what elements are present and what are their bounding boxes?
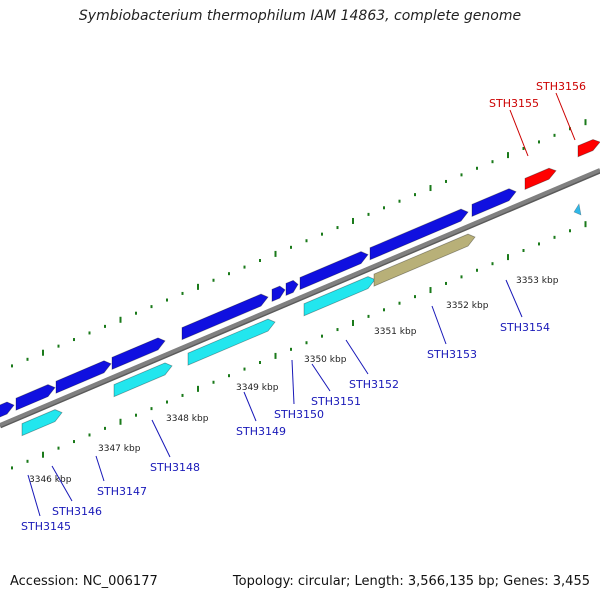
gene-leader-line: [431, 305, 447, 345]
axis-tick-label: 3350 kbp: [304, 355, 347, 365]
gene-leader-line: [291, 359, 295, 405]
gene-leader-line: [95, 455, 105, 482]
forward-gene-arrow-9: [369, 208, 469, 261]
gene-label: STH3146: [52, 505, 102, 518]
reverse-gene-arrow-2: [577, 139, 600, 158]
forward-gene-arrow-8: [299, 251, 369, 291]
gene-label: STH3148: [150, 461, 200, 474]
cds-feature-3: [187, 318, 276, 366]
gene-leader-line: [509, 109, 529, 157]
cds-feature-2: [113, 362, 173, 398]
gene-label: STH3151: [311, 395, 361, 408]
forward-gene-arrow-2: [15, 384, 56, 411]
gene-label: STH3152: [349, 378, 399, 391]
axis-tick-label: 3346 kbp: [29, 475, 72, 485]
gene-label: STH3155: [489, 97, 539, 110]
forward-gene-arrow-6: [271, 285, 286, 303]
reverse-gene-arrow-1: [524, 167, 557, 191]
forward-gene-arrow-4: [111, 337, 166, 371]
axis-tick-label: 3347 kbp: [98, 444, 141, 454]
gene-label: STH3149: [236, 425, 286, 438]
forward-gene-arrow-1: [0, 401, 15, 418]
gene-label: STH3145: [21, 520, 71, 533]
forward-gene-arrow-7: [285, 279, 299, 296]
axis-tick-label: 3348 kbp: [166, 414, 209, 424]
gene-label: STH3154: [500, 321, 550, 334]
accession-label: Accession: NC_006177: [10, 574, 158, 589]
backbone-line: [0, 168, 600, 427]
gene-label: STH3150: [274, 408, 324, 421]
small-feature-marker: [573, 203, 582, 216]
gene-label: STH3156: [536, 80, 586, 93]
axis-tick-label: 3352 kbp: [446, 301, 489, 311]
gene-leader-line: [555, 92, 576, 141]
gene-leader-line: [243, 391, 257, 422]
genome-title: Symbiobacterium thermophilum IAM 14863, …: [78, 8, 522, 24]
gene-leader-line: [27, 474, 41, 517]
gene-leader-line: [51, 465, 73, 502]
gene-label: STH3153: [427, 348, 477, 361]
gene-leader-line: [345, 339, 369, 375]
cds-feature-4: [303, 276, 376, 317]
forward-gene-arrow-10: [471, 188, 517, 218]
axis-tick-label: 3353 kbp: [516, 276, 559, 286]
other-feature-1: [373, 233, 476, 287]
axis-tick-label: 3349 kbp: [236, 383, 279, 393]
genome-summary: Topology: circular; Length: 3,566,135 bp…: [232, 574, 590, 589]
forward-gene-arrow-5: [181, 293, 269, 341]
gene-leader-line: [311, 363, 331, 392]
gene-leader-line: [505, 279, 523, 318]
cds-feature-1: [21, 409, 63, 437]
forward-gene-arrow-3: [55, 360, 112, 394]
gene-label: STH3147: [97, 485, 147, 498]
gene-leader-line: [151, 419, 171, 458]
axis-tick-label: 3351 kbp: [374, 327, 417, 337]
